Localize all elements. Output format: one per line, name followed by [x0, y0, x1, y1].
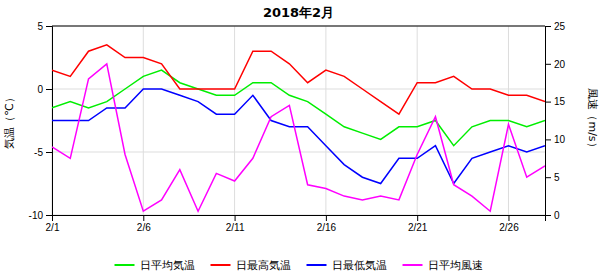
- axis-line: [46, 27, 53, 216]
- tick: 2/16: [317, 215, 337, 233]
- tick-label: 2/21: [408, 222, 428, 233]
- legend-swatch: [211, 264, 231, 266]
- tick-label: 2/6: [137, 222, 151, 233]
- tick-mark: [545, 139, 551, 140]
- frame: [52, 26, 545, 27]
- tick: 15: [545, 96, 566, 107]
- tick: 25: [545, 21, 566, 32]
- grid-line: [234, 26, 235, 215]
- legend-swatch: [307, 264, 327, 266]
- tick-label: 20: [554, 59, 566, 70]
- legend: 日平均気温 日最高気温 日最低気温 日平均風速: [115, 259, 483, 272]
- legend-label: 日平均気温: [140, 259, 195, 272]
- tick: 5: [37, 21, 52, 32]
- plot: 2/1 2/6 2/11 2/16 2/21 2/26 -10 -5 0 5 0 5 10 15 20 25: [29, 21, 566, 233]
- tick: -10: [29, 210, 52, 221]
- tick-label: 5: [554, 172, 560, 183]
- tick-label: 25: [554, 21, 566, 32]
- grid: [52, 26, 545, 215]
- tick: 0: [37, 84, 52, 95]
- tick: 0: [545, 210, 560, 221]
- tick: 2/11: [226, 215, 245, 233]
- tick: 2/26: [499, 215, 519, 233]
- tick: 5: [545, 172, 560, 183]
- tick-mark: [235, 215, 236, 221]
- tick-label: 2/1: [46, 222, 60, 233]
- tick-mark: [46, 152, 52, 153]
- tick-mark: [326, 215, 327, 221]
- tick-mark: [46, 89, 52, 90]
- tick-label: -10: [29, 210, 44, 221]
- tick: 10: [545, 134, 566, 145]
- tick-mark: [508, 215, 509, 221]
- legend-item: 日最低気温: [307, 259, 387, 272]
- tick-mark: [545, 215, 551, 216]
- legend-label: 日最高気温: [236, 259, 291, 272]
- grid-line: [325, 26, 326, 215]
- chart: 2/12/62/112/162/212/26-10-50505101520252…: [0, 0, 599, 277]
- axis-line: [546, 27, 552, 216]
- grid-line: [143, 26, 144, 215]
- tick-mark: [545, 102, 551, 103]
- legend-item: 日最高気温: [211, 259, 291, 272]
- legend-swatch: [115, 264, 135, 266]
- grid-line: [52, 152, 545, 153]
- series-line: [52, 64, 545, 211]
- tick-label: 2/11: [226, 222, 245, 233]
- y-axis: -10 -5 0 5: [29, 21, 53, 221]
- tick-label: 10: [554, 134, 566, 145]
- series-line: [52, 45, 545, 114]
- tick-mark: [417, 215, 418, 221]
- tick-label: 15: [554, 96, 566, 107]
- tick-label: -5: [34, 147, 43, 158]
- tick: 20: [545, 59, 566, 70]
- tick-mark: [545, 64, 551, 65]
- legend-swatch: [403, 264, 423, 266]
- series-line: [52, 89, 545, 184]
- y-axis-label: 気温（℃）: [3, 92, 16, 148]
- x-axis: 2/1 2/6 2/11 2/16 2/21 2/26: [46, 215, 546, 233]
- tick: 2/21: [408, 215, 428, 233]
- lines: [52, 45, 545, 211]
- grid-line: [417, 26, 418, 215]
- y2-axis-label: 風速（m/s）: [586, 88, 599, 152]
- title: 2018年2月: [263, 5, 334, 20]
- grid-line: [52, 26, 545, 27]
- tick-mark: [46, 26, 52, 27]
- tick-label: 0: [37, 84, 43, 95]
- legend-label: 日平均風速: [428, 259, 483, 272]
- y2-axis: 0 5 10 15 20 25: [545, 21, 566, 221]
- tick: 2/6: [137, 215, 151, 233]
- tick-label: 5: [37, 21, 43, 32]
- tick-mark: [143, 215, 144, 221]
- tick-label: 2/26: [499, 222, 519, 233]
- legend-item: 日平均気温: [115, 259, 195, 272]
- tick-label: 2/16: [317, 222, 337, 233]
- axis-line: [53, 216, 546, 222]
- tick-mark: [545, 26, 551, 27]
- tick-mark: [545, 177, 551, 178]
- legend-item: 日平均風速: [403, 259, 483, 272]
- tick-mark: [46, 215, 52, 216]
- tick: 2/1: [46, 215, 60, 233]
- tick: -5: [34, 147, 52, 158]
- legend-label: 日最低気温: [332, 259, 387, 272]
- tick-label: 0: [554, 210, 560, 221]
